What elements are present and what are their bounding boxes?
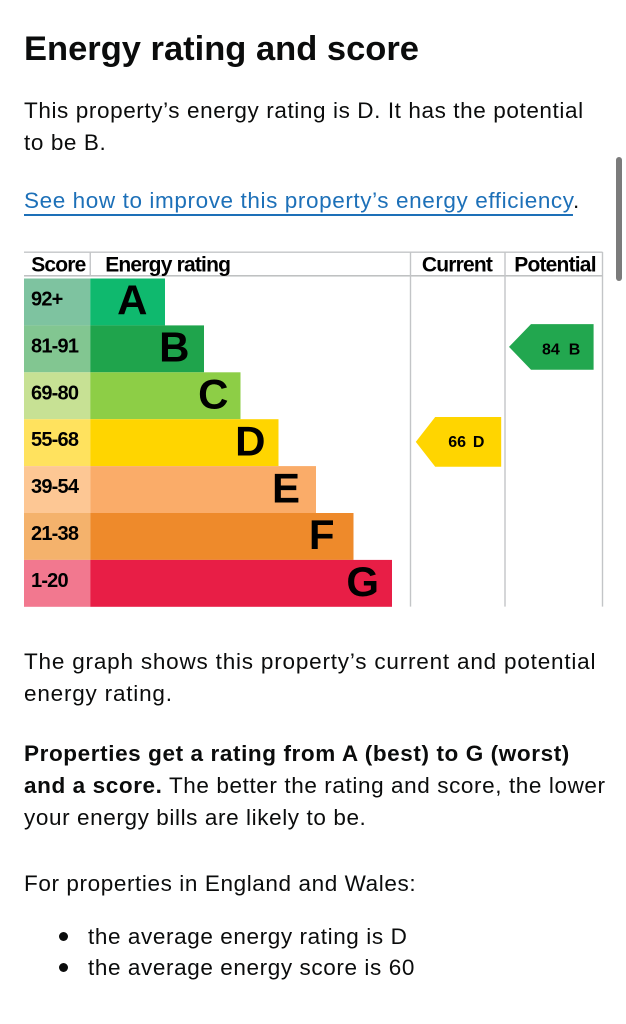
svg-text:B: B: [159, 324, 189, 371]
svg-text:B: B: [569, 342, 581, 359]
svg-text:55-68: 55-68: [31, 429, 79, 451]
svg-text:69-80: 69-80: [31, 382, 79, 404]
svg-text:1-20: 1-20: [31, 570, 69, 592]
svg-text:21-38: 21-38: [31, 523, 79, 545]
svg-text:Energy rating: Energy rating: [105, 253, 230, 276]
svg-text:66: 66: [448, 434, 466, 451]
svg-text:D: D: [235, 417, 265, 464]
svg-text:E: E: [272, 464, 300, 511]
svg-text:F: F: [309, 511, 335, 558]
svg-text:C: C: [198, 371, 228, 418]
svg-text:39-54: 39-54: [31, 476, 80, 498]
svg-text:G: G: [346, 558, 379, 605]
svg-text:Score: Score: [31, 253, 85, 276]
svg-text:Current: Current: [422, 253, 493, 276]
svg-text:92+: 92+: [31, 289, 63, 311]
svg-text:84: 84: [542, 342, 560, 359]
svg-text:D: D: [473, 434, 485, 451]
svg-text:Potential: Potential: [514, 253, 595, 276]
svg-text:A: A: [117, 277, 147, 324]
svg-text:81-91: 81-91: [31, 335, 79, 357]
